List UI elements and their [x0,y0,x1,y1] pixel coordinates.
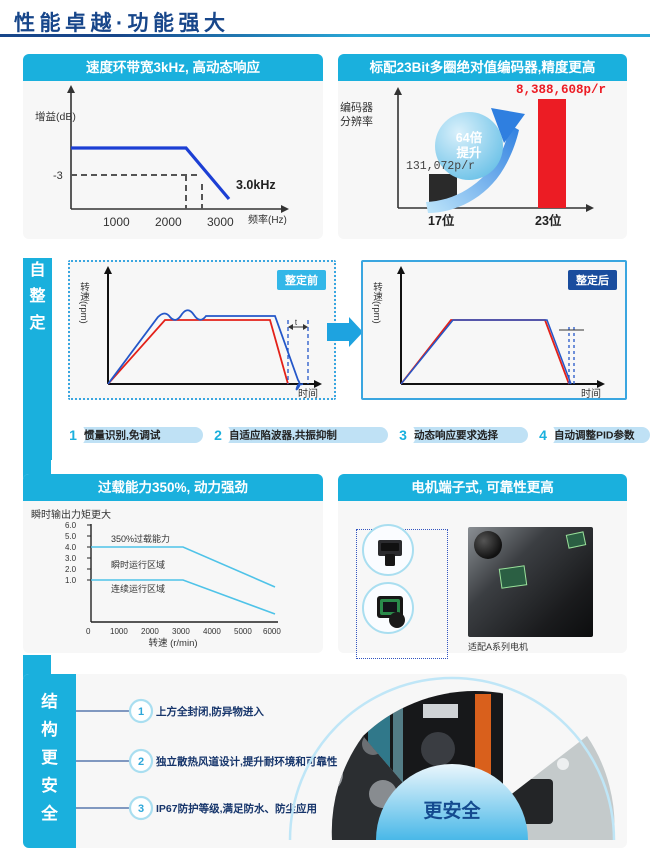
svg-text:64倍: 64倍 [456,130,483,145]
svg-text:23位: 23位 [535,213,562,228]
svg-text:3000: 3000 [207,215,234,229]
svg-text:更安全: 更安全 [423,799,481,822]
svg-text:t: t [295,318,298,327]
svg-text:1.0: 1.0 [65,576,77,585]
svg-text:时间: 时间 [298,387,318,400]
svg-text:频率(Hz): 频率(Hz) [248,213,287,226]
svg-text:3.0kHz: 3.0kHz [236,178,276,192]
svg-text:提升: 提升 [456,145,482,160]
svg-text:连续运行区域: 连续运行区域 [111,583,165,594]
svg-text:5.0: 5.0 [65,532,77,541]
svg-text:瞬时运行区域: 瞬时运行区域 [111,559,165,570]
svg-text:4.0: 4.0 [65,543,77,552]
svg-text:2.0: 2.0 [65,565,77,574]
svg-text:时间: 时间 [581,387,601,400]
svg-text:3.0: 3.0 [65,554,77,563]
svg-text:-3: -3 [53,170,63,182]
svg-text:8,388,608p/r: 8,388,608p/r [516,83,606,97]
svg-text:编码器: 编码器 [340,100,373,114]
svg-text:分辨率: 分辨率 [340,114,373,128]
svg-text:17位: 17位 [428,213,455,228]
svg-text:1000: 1000 [103,215,130,229]
svg-text:131,072p/r: 131,072p/r [406,160,475,173]
svg-text:350%过载能力: 350%过载能力 [111,533,170,544]
svg-text:6.0: 6.0 [65,522,77,530]
svg-text:2000: 2000 [155,215,182,229]
svg-text:增益(dB): 增益(dB) [35,110,76,123]
